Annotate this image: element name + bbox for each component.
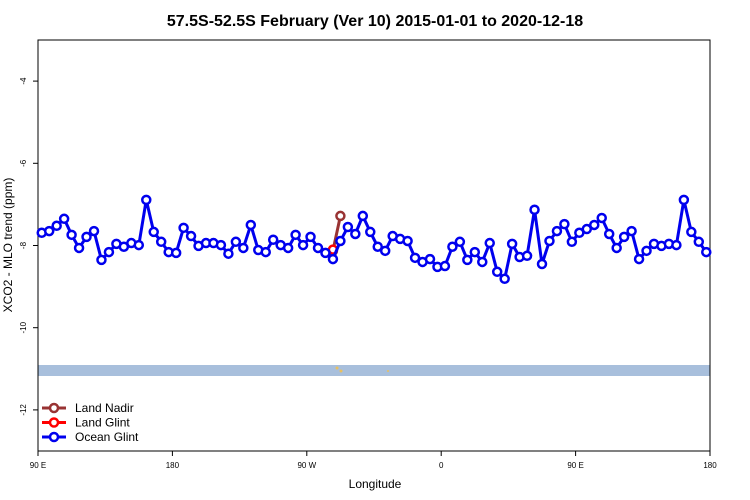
point	[566, 236, 578, 248]
point	[686, 226, 697, 238]
land-ocean-strip	[38, 365, 710, 376]
point	[282, 242, 294, 254]
point	[544, 235, 555, 247]
legend-label: Land Glint	[75, 416, 130, 430]
point	[51, 220, 62, 232]
x-tick-label: 180	[703, 461, 717, 470]
point	[439, 260, 451, 272]
point	[641, 245, 652, 257]
point	[589, 219, 600, 231]
point	[701, 246, 712, 258]
x-axis-label: Longitude	[349, 477, 402, 491]
point	[559, 218, 570, 230]
point	[73, 242, 85, 254]
point	[529, 204, 540, 215]
point	[454, 236, 466, 248]
point	[260, 246, 271, 258]
y-tick-label: -6	[19, 159, 28, 167]
point	[536, 258, 548, 270]
point	[170, 247, 182, 259]
point	[484, 237, 495, 249]
x-tick-label: 0	[439, 461, 444, 470]
y-tick-label: -8	[19, 241, 28, 249]
x-tick-label: 90 W	[297, 461, 316, 470]
point	[148, 226, 159, 238]
point	[491, 266, 503, 278]
point	[372, 241, 383, 252]
point	[81, 231, 92, 243]
point	[671, 239, 682, 251]
legend-marker	[48, 402, 60, 414]
y-tick-label: -10	[19, 321, 28, 333]
x-tick-label: 90 E	[30, 461, 46, 470]
point	[357, 210, 369, 222]
point	[678, 194, 690, 206]
point	[305, 231, 316, 243]
point	[409, 252, 421, 264]
point	[96, 254, 107, 266]
point	[43, 225, 55, 237]
point	[66, 229, 77, 241]
point	[581, 223, 593, 235]
legend-label: Land Nadir	[75, 401, 134, 415]
x-tick-label: 90 E	[567, 461, 583, 470]
point	[215, 239, 227, 251]
point	[245, 219, 257, 231]
point	[626, 225, 637, 237]
land-dot	[339, 369, 343, 373]
point	[477, 256, 488, 268]
point	[596, 212, 607, 224]
point	[350, 228, 361, 240]
point	[335, 210, 346, 222]
point	[327, 253, 339, 265]
point	[178, 222, 189, 234]
point	[618, 231, 630, 243]
y-axis-label: XCO2 - MLO trend (ppm)	[1, 178, 15, 313]
point	[462, 254, 473, 266]
point	[402, 235, 413, 247]
point	[469, 246, 481, 258]
point	[506, 238, 518, 250]
point	[290, 229, 301, 241]
point	[223, 248, 234, 259]
point	[103, 246, 115, 258]
point	[424, 253, 436, 265]
legend-marker	[48, 417, 60, 428]
point	[551, 225, 563, 237]
point	[230, 236, 242, 248]
chart-title: 57.5S-52.5S February (Ver 10) 2015-01-01…	[167, 13, 583, 30]
x-tick-label: 180	[166, 461, 180, 470]
point	[320, 247, 331, 259]
point	[297, 239, 309, 251]
point	[379, 245, 391, 257]
point	[155, 236, 167, 248]
point	[521, 250, 533, 262]
point	[238, 242, 249, 254]
point	[312, 242, 324, 254]
y-tick-label: -4	[19, 77, 28, 85]
point	[58, 213, 70, 225]
series-line	[41, 199, 708, 282]
point	[335, 235, 346, 247]
point	[499, 273, 510, 285]
point	[342, 221, 354, 233]
legend-marker	[48, 431, 60, 443]
legend-label: Ocean Glint	[75, 430, 139, 444]
y-tick-label: -12	[19, 404, 28, 416]
point	[185, 230, 197, 242]
point	[133, 239, 145, 251]
point	[141, 194, 152, 206]
land-dot	[387, 370, 389, 372]
point	[693, 236, 705, 248]
point	[365, 226, 376, 238]
point	[88, 225, 100, 237]
point	[603, 228, 615, 240]
point	[267, 234, 279, 245]
point	[447, 241, 458, 252]
point	[633, 253, 645, 265]
land-dot	[335, 366, 339, 370]
point	[611, 242, 622, 254]
